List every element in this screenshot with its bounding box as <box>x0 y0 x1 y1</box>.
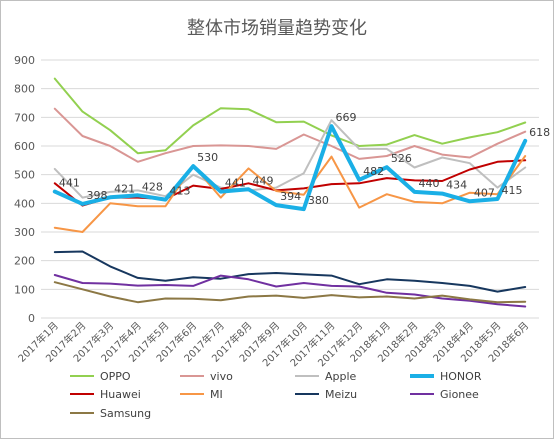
legend-label-huawei: Huawei <box>100 388 141 401</box>
legend-label-oppo: OPPO <box>100 370 131 383</box>
y-tick-label: 700 <box>14 111 35 124</box>
data-label: 440 <box>419 177 440 190</box>
data-label: 482 <box>363 165 384 178</box>
legend-label-mi: MI <box>210 388 223 401</box>
legend-label-meizu: Meizu <box>325 388 357 401</box>
data-label: 428 <box>142 180 163 193</box>
y-tick-label: 600 <box>14 140 35 153</box>
legend-label-gionee: Gionee <box>440 388 479 401</box>
y-tick-label: 100 <box>14 283 35 296</box>
data-label: 441 <box>225 177 246 190</box>
series-line-honor <box>52 124 528 212</box>
data-label: 398 <box>87 189 108 202</box>
y-tick-label: 500 <box>14 169 35 182</box>
data-label: 618 <box>529 126 550 139</box>
data-label: 526 <box>391 152 412 165</box>
y-tick-label: 400 <box>14 197 35 210</box>
data-label: 441 <box>59 177 80 190</box>
y-tick-label: 900 <box>14 54 35 67</box>
series-line-gionee <box>53 274 527 308</box>
series-line-oppo <box>53 77 527 155</box>
data-label: 669 <box>336 111 357 124</box>
series-line-samsung <box>53 281 527 304</box>
data-label: 407 <box>474 186 495 199</box>
series-line-meizu <box>53 250 527 293</box>
y-tick-label: 200 <box>14 255 35 268</box>
data-label: 434 <box>446 179 467 192</box>
y-tick-label: 300 <box>14 226 35 239</box>
legend-label-samsung: Samsung <box>100 407 151 420</box>
series-line-mi <box>53 155 527 233</box>
data-label: 380 <box>308 194 329 207</box>
data-label: 449 <box>253 174 274 187</box>
series-line-vivo <box>53 107 527 163</box>
data-label: 394 <box>280 190 301 203</box>
chart-title: 整体市场销量趋势变化 <box>187 18 367 39</box>
data-label: 413 <box>170 185 191 198</box>
data-label: 415 <box>502 184 523 197</box>
data-label: 421 <box>114 182 135 195</box>
data-label: 530 <box>197 151 218 164</box>
legend-label-vivo: vivo <box>210 370 233 383</box>
y-tick-label: 0 <box>28 312 35 325</box>
y-tick-label: 800 <box>14 83 35 96</box>
legend-label-apple: Apple <box>325 370 357 383</box>
legend-label-honor: HONOR <box>440 370 482 383</box>
series-line-apple <box>53 119 527 199</box>
